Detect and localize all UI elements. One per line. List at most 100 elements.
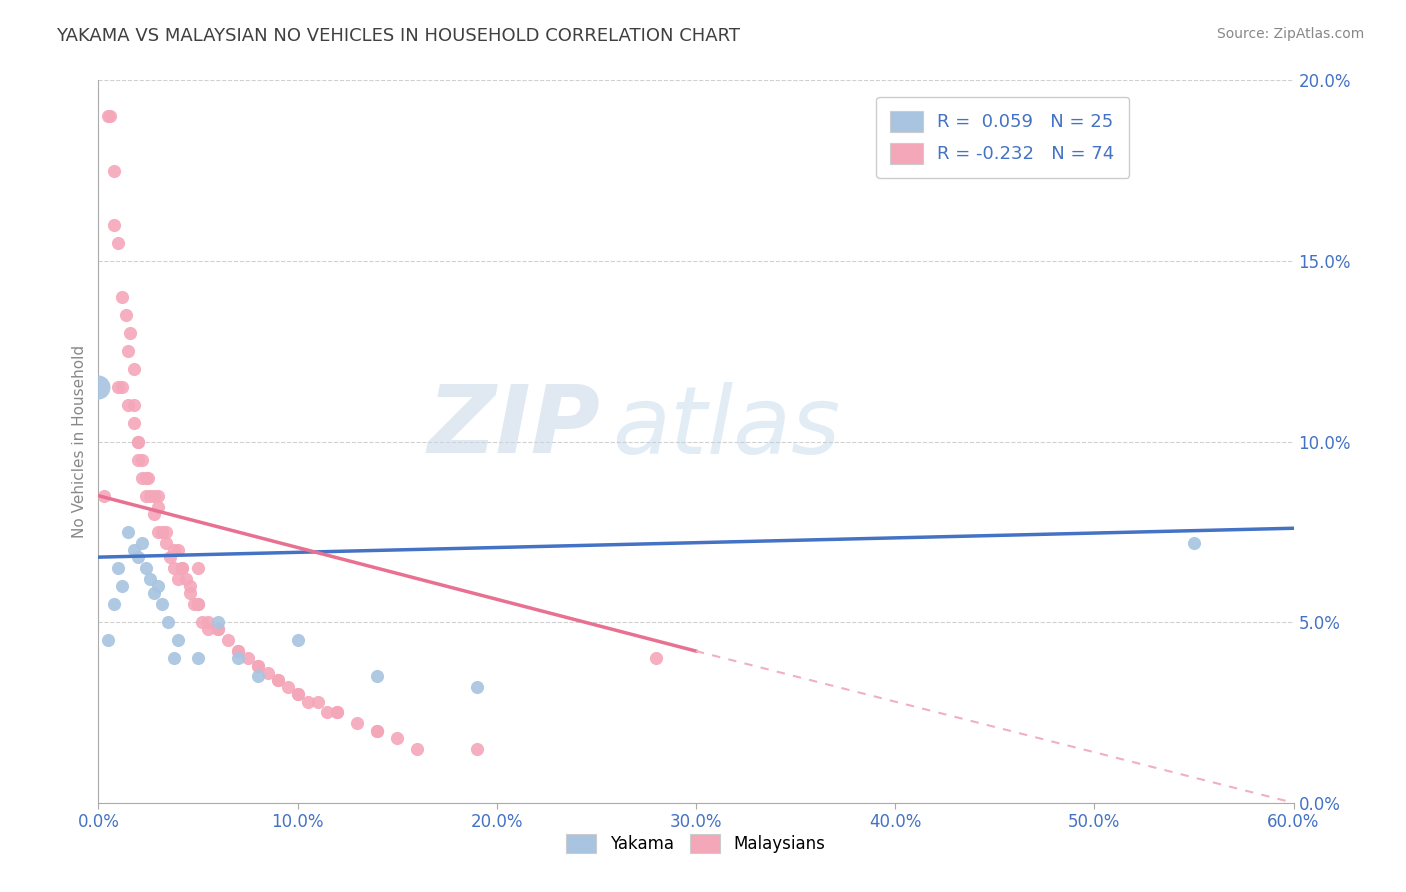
Point <box>267 673 290 687</box>
Point <box>135 561 157 575</box>
Point <box>465 741 488 756</box>
Point <box>107 561 129 575</box>
Point <box>277 680 299 694</box>
Point <box>226 644 249 658</box>
Point <box>148 500 170 514</box>
Point <box>148 524 170 539</box>
Point <box>148 489 170 503</box>
Point <box>143 586 166 600</box>
Text: YAKAMA VS MALAYSIAN NO VEHICLES IN HOUSEHOLD CORRELATION CHART: YAKAMA VS MALAYSIAN NO VEHICLES IN HOUSE… <box>56 27 740 45</box>
Text: ZIP: ZIP <box>427 381 600 473</box>
Point <box>127 452 149 467</box>
Point <box>127 434 149 449</box>
Point <box>135 471 157 485</box>
Point <box>155 535 177 549</box>
Point <box>97 633 120 648</box>
Point <box>111 579 134 593</box>
Point <box>645 651 668 665</box>
Point <box>187 597 209 611</box>
Point <box>159 550 181 565</box>
Point <box>124 417 146 431</box>
Point <box>406 741 429 756</box>
Point <box>131 471 153 485</box>
Point <box>148 579 170 593</box>
Point <box>150 597 173 611</box>
Point <box>107 380 129 394</box>
Point <box>183 597 205 611</box>
Point <box>124 398 146 412</box>
Point <box>155 524 177 539</box>
Point <box>246 658 269 673</box>
Point <box>87 380 110 394</box>
Point <box>124 362 146 376</box>
Point <box>366 723 388 738</box>
Point <box>120 326 142 340</box>
Point <box>207 623 229 637</box>
Point <box>107 235 129 250</box>
Point <box>93 489 115 503</box>
Point <box>127 434 149 449</box>
Point <box>191 615 214 630</box>
Point <box>172 561 194 575</box>
Point <box>167 572 190 586</box>
Point <box>97 109 120 123</box>
Point <box>172 561 194 575</box>
Point <box>187 597 209 611</box>
Point <box>287 633 309 648</box>
Text: atlas: atlas <box>613 382 841 473</box>
Point <box>287 687 309 701</box>
Point <box>236 651 259 665</box>
Point <box>267 673 290 687</box>
Point <box>103 218 125 232</box>
Point <box>197 623 219 637</box>
Point <box>326 706 349 720</box>
Point <box>167 633 190 648</box>
Point <box>143 489 166 503</box>
Point <box>167 542 190 557</box>
Point <box>117 344 139 359</box>
Point <box>117 524 139 539</box>
Point <box>111 380 134 394</box>
Point <box>226 644 249 658</box>
Point <box>179 586 201 600</box>
Point <box>316 706 339 720</box>
Point <box>98 109 122 123</box>
Point <box>135 489 157 503</box>
Y-axis label: No Vehicles in Household: No Vehicles in Household <box>72 345 87 538</box>
Point <box>465 680 488 694</box>
Point <box>157 615 180 630</box>
Point <box>217 633 239 648</box>
Point <box>1182 535 1205 549</box>
Point <box>287 687 309 701</box>
Point <box>139 572 162 586</box>
Point <box>366 669 388 683</box>
Point <box>307 695 329 709</box>
Point <box>207 623 229 637</box>
Point <box>246 669 269 683</box>
Point <box>326 706 349 720</box>
Point <box>187 651 209 665</box>
Point <box>179 579 201 593</box>
Point <box>111 290 134 304</box>
Point <box>187 561 209 575</box>
Point <box>131 452 153 467</box>
Point <box>136 471 159 485</box>
Point <box>127 550 149 565</box>
Point <box>150 524 173 539</box>
Point <box>131 535 153 549</box>
Point <box>197 615 219 630</box>
Point <box>207 615 229 630</box>
Point <box>366 723 388 738</box>
Point <box>385 731 409 745</box>
Point <box>139 489 162 503</box>
Point <box>143 507 166 521</box>
Legend: Yakama, Malaysians: Yakama, Malaysians <box>560 827 832 860</box>
Point <box>163 651 186 665</box>
Point <box>174 572 197 586</box>
Point <box>297 695 319 709</box>
Point <box>124 542 146 557</box>
Text: Source: ZipAtlas.com: Source: ZipAtlas.com <box>1216 27 1364 41</box>
Point <box>163 561 186 575</box>
Point <box>226 651 249 665</box>
Point <box>163 542 186 557</box>
